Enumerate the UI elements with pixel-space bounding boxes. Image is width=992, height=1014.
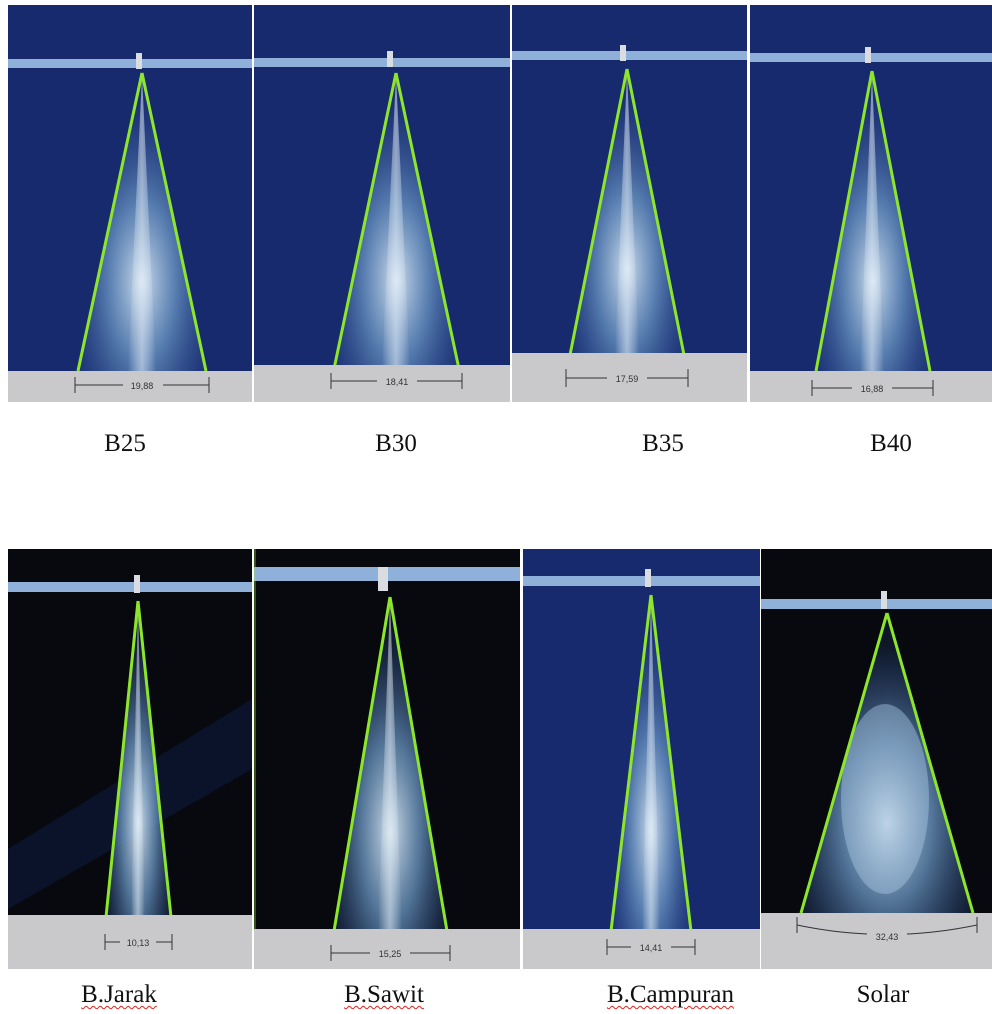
- measurement-label: 32,43: [876, 932, 899, 942]
- spray-image-solar: 32,43: [761, 549, 992, 969]
- caption-b-campuran: B.Campuran: [606, 981, 735, 1008]
- measurement-label: 10,13: [127, 938, 150, 948]
- measurement-label: 18,41: [386, 377, 409, 387]
- spray-image-b40: 16,88: [750, 5, 992, 402]
- spray-image-b30: 18,41: [254, 5, 510, 402]
- spray-panel-solar: 32,43: [761, 549, 992, 969]
- spray-image-b-campuran: 14,41: [523, 549, 760, 969]
- caption-b-sawit: B.Sawit: [344, 981, 424, 1008]
- spray-panel-b-sawit: 15,25: [254, 549, 520, 969]
- caption-solar: Solar: [856, 981, 910, 1008]
- spray-image-b35: 17,59: [512, 5, 747, 402]
- spray-panel-b-jarak: 10,13: [8, 549, 252, 969]
- caption-b40: B40: [870, 430, 912, 457]
- spray-image-b25: 19,88: [8, 5, 252, 402]
- spray-panel-b-campuran: 14,41: [523, 549, 760, 969]
- measurement-label: 16,88: [861, 384, 884, 394]
- caption-b30: B30: [375, 430, 417, 457]
- spray-panel-b30: 18,41: [254, 5, 510, 402]
- spray-panel-b25: 19,88: [8, 5, 252, 402]
- measurement-label: 15,25: [379, 949, 402, 959]
- measurement-label: 17,59: [616, 374, 639, 384]
- measurement-label: 14,41: [640, 943, 663, 953]
- caption-b35: B35: [642, 430, 684, 457]
- caption-b25: B25: [104, 430, 146, 457]
- spray-image-b-sawit: 15,25: [254, 549, 520, 969]
- spray-image-b-jarak: 10,13: [8, 549, 252, 969]
- measurement-label: 19,88: [131, 381, 154, 391]
- spray-panel-b40: 16,88: [750, 5, 992, 402]
- spray-panel-b35: 17,59: [512, 5, 747, 402]
- caption-b-jarak: B.Jarak: [81, 981, 157, 1008]
